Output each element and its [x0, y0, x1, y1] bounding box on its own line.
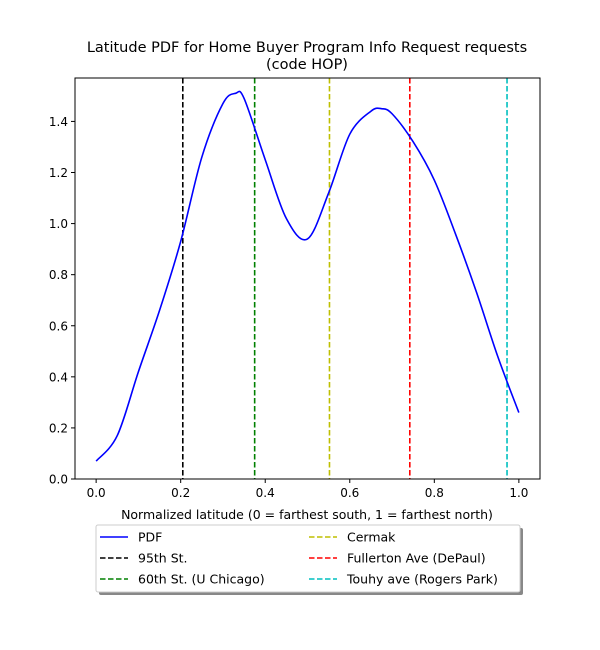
y-tick-label: 0.6: [49, 319, 68, 333]
legend-label-pdf: PDF: [138, 530, 162, 545]
legend-label-fullerton-ave-depaul: Fullerton Ave (DePaul): [347, 551, 486, 566]
legend-items: PDF 95th St. 60th St. (U Chicago) Cermak Ful…: [100, 530, 498, 587]
x-axis-label: Normalized latitude (0 = farthest south,…: [121, 507, 493, 522]
y-tick-label: 0.8: [49, 268, 68, 282]
chart-title-line1: Latitude PDF for Home Buyer Program Info…: [87, 40, 527, 56]
legend-box: [95, 524, 521, 593]
legend: PDF 95th St. 60th St. (U Chicago) Cermak Ful…: [95, 524, 523, 595]
x-tick-label: 0.4: [256, 486, 275, 500]
series-layer: [95, 90, 520, 462]
y-tick-label: 1.4: [49, 115, 68, 129]
x-tick-label: 0.6: [340, 486, 359, 500]
series-line-pdf: [95, 90, 520, 462]
x-tick-label: 0.0: [87, 486, 106, 500]
y-tick-label: 0.0: [49, 473, 68, 487]
y-axis-ticks: 0.0 0.2 0.4 0.6 0.8 1.0 1.2 1.4: [49, 115, 75, 487]
legend-label-95th-st: 95th St.: [138, 551, 188, 566]
y-tick-label: 0.4: [49, 370, 68, 384]
y-tick-label: 1.2: [49, 166, 68, 180]
x-axis-ticks: 0.0 0.2 0.4 0.6 0.8 1.0: [87, 479, 528, 500]
reference-lines: [181, 78, 508, 479]
x-tick-label: 1.0: [509, 486, 528, 500]
legend-label-60th-st-u-chicago: 60th St. (U Chicago): [138, 572, 265, 587]
plot-frame: [74, 77, 541, 480]
legend-label-cermak: Cermak: [347, 530, 396, 545]
y-tick-label: 0.2: [49, 421, 68, 435]
plot-area: [75, 78, 540, 479]
legend-label-touhy-ave-rogers-park: Touhy ave (Rogers Park): [346, 572, 498, 587]
chart-title-line2: (code HOP): [266, 57, 348, 73]
y-tick-label: 1.0: [49, 217, 68, 231]
x-tick-label: 0.2: [171, 486, 190, 500]
x-tick-label: 0.8: [425, 486, 444, 500]
